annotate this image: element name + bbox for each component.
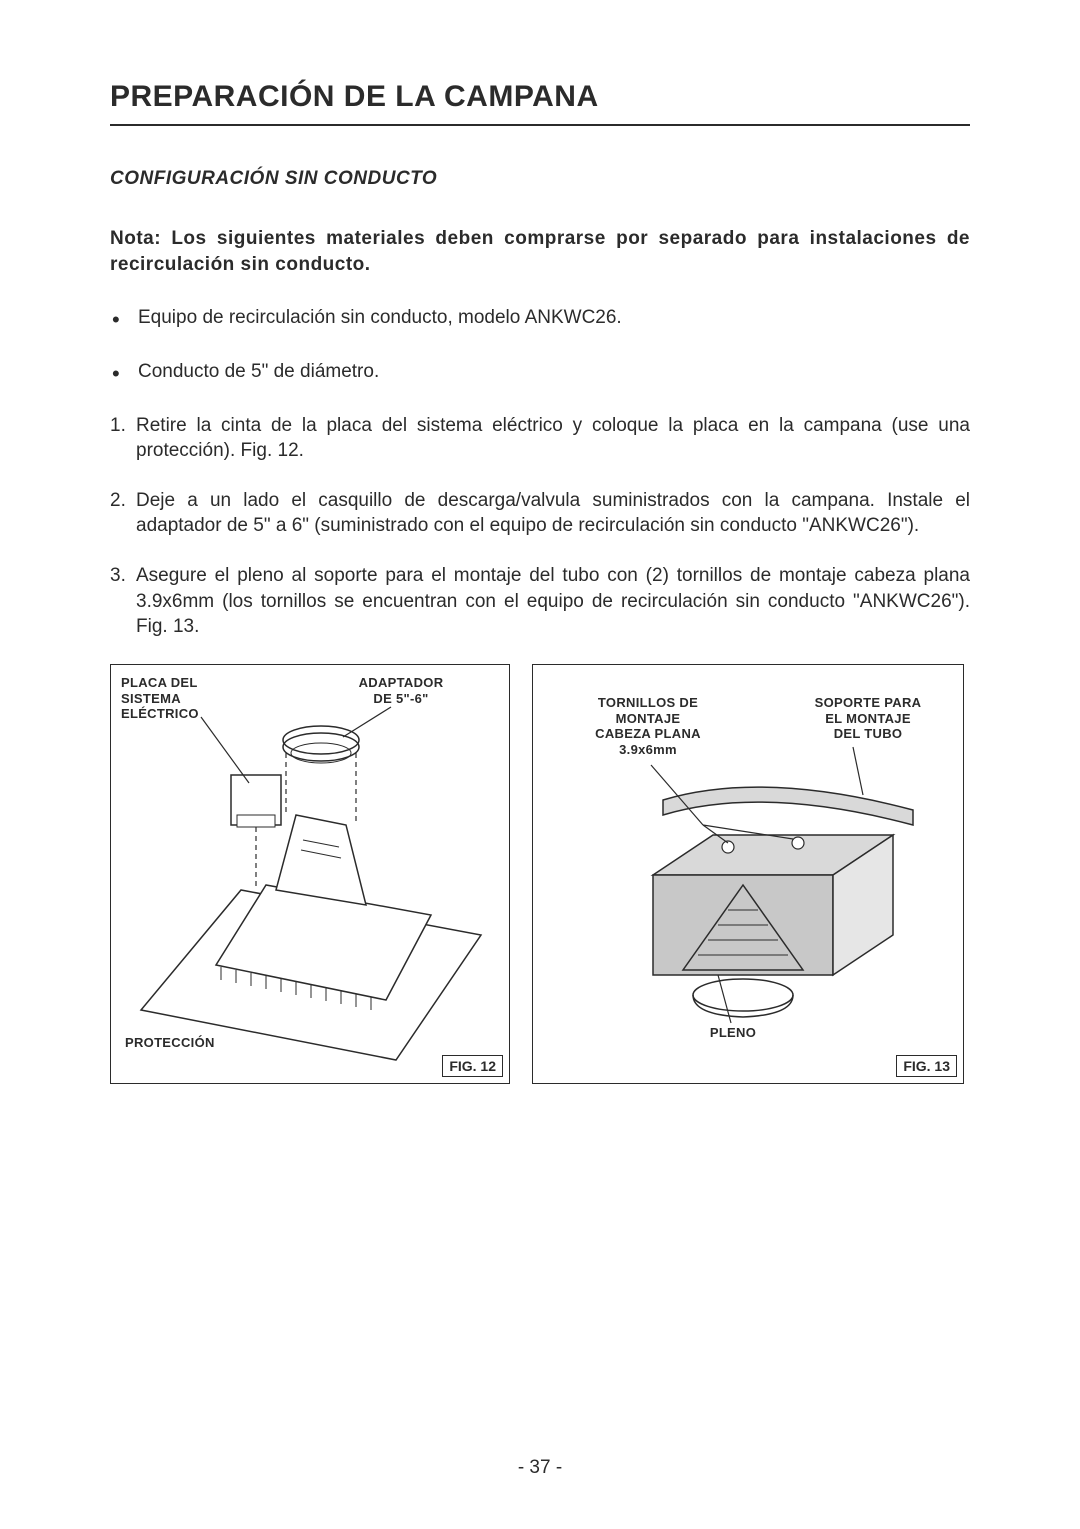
step-list: Retire la cinta de la placa del sistema …: [110, 413, 970, 640]
bullet-list: Equipo de recirculación sin conducto, mo…: [110, 305, 970, 384]
step-item: Asegure el pleno al soporte para el mont…: [110, 563, 970, 640]
step-item: Deje a un lado el casquillo de descarga/…: [110, 488, 970, 539]
fig13-caption: FIG. 13: [896, 1055, 957, 1077]
bullet-item: Equipo de recirculación sin conducto, mo…: [138, 305, 970, 331]
figures-row: PLACA DELSISTEMAELÉCTRICO ADAPTADORDE 5"…: [110, 664, 970, 1084]
document-page: PREPARACIÓN DE LA CAMPANA CONFIGURACIÓN …: [0, 0, 1080, 1529]
fig12-caption: FIG. 12: [442, 1055, 503, 1077]
figure-13: TORNILLOS DEMONTAJECABEZA PLANA3.9x6mm S…: [532, 664, 964, 1084]
section-subtitle: CONFIGURACIÓN SIN CONDUCTO: [110, 168, 970, 190]
figure-12: PLACA DELSISTEMAELÉCTRICO ADAPTADORDE 5"…: [110, 664, 510, 1084]
fig13-svg: [533, 665, 965, 1085]
fig12-svg: [111, 665, 511, 1085]
bullet-item: Conducto de 5" de diámetro.: [138, 359, 970, 385]
step-item: Retire la cinta de la placa del sistema …: [110, 413, 970, 464]
page-number: - 37 -: [0, 1457, 1080, 1479]
page-title: PREPARACIÓN DE LA CAMPANA: [110, 80, 970, 126]
note-paragraph: Nota: Los siguientes materiales deben co…: [110, 226, 970, 277]
